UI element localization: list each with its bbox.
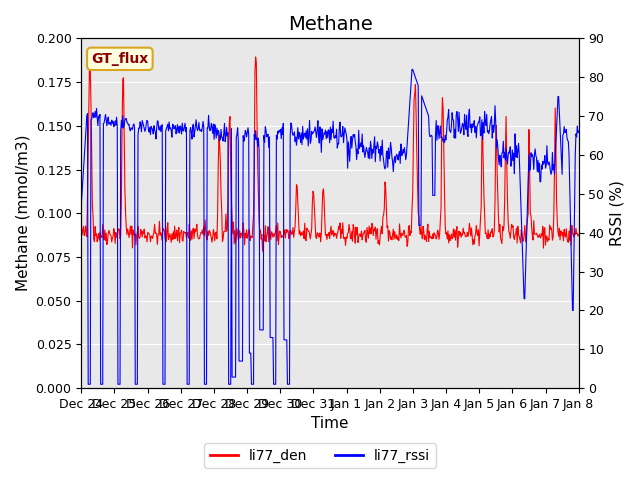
X-axis label: Time: Time bbox=[311, 417, 349, 432]
li77_den bbox=[138, 229, 145, 235]
li77_rssi bbox=[87, 117, 95, 122]
li77_rssi bbox=[189, 123, 196, 129]
li77_rssi bbox=[408, 67, 416, 72]
Line: li77_rssi: li77_rssi bbox=[81, 70, 579, 384]
Line: li77_den: li77_den bbox=[81, 57, 579, 251]
li77_rssi bbox=[391, 154, 399, 159]
li77_den bbox=[392, 234, 399, 240]
li77_rssi bbox=[215, 130, 223, 135]
Y-axis label: RSSI (%): RSSI (%) bbox=[610, 180, 625, 246]
li77_rssi bbox=[138, 118, 146, 123]
li77_den bbox=[406, 233, 413, 239]
li77_den bbox=[259, 248, 266, 254]
li77_rssi bbox=[77, 203, 85, 208]
li77_den bbox=[188, 237, 196, 242]
li77_rssi bbox=[405, 109, 413, 115]
li77_den bbox=[86, 66, 94, 72]
Title: Methane: Methane bbox=[287, 15, 372, 34]
li77_den bbox=[575, 232, 582, 238]
Y-axis label: Methane (mmol/m3): Methane (mmol/m3) bbox=[15, 135, 30, 291]
li77_den bbox=[252, 54, 259, 60]
Text: GT_flux: GT_flux bbox=[92, 52, 148, 66]
li77_den bbox=[214, 161, 222, 167]
li77_rssi bbox=[575, 128, 582, 134]
Legend: li77_den, li77_rssi: li77_den, li77_rssi bbox=[204, 443, 436, 468]
li77_rssi bbox=[84, 381, 92, 387]
li77_den bbox=[77, 229, 85, 235]
